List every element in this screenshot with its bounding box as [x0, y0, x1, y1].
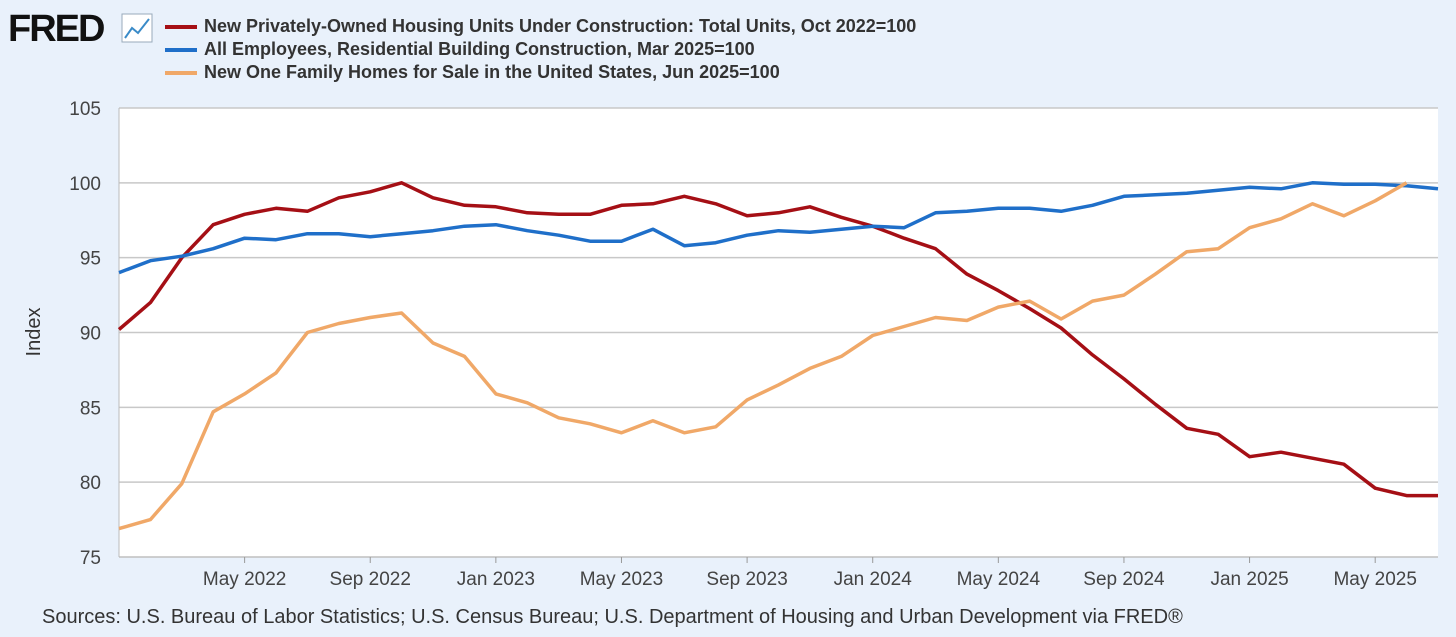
- y-tick-label: 100: [69, 174, 101, 195]
- y-tick-label: 80: [80, 473, 101, 494]
- y-tick-label: 85: [80, 398, 101, 419]
- legend-label: All Employees, Residential Building Cons…: [204, 39, 755, 59]
- x-tick-label: Jan 2025: [1210, 569, 1288, 590]
- legend-label: New Privately-Owned Housing Units Under …: [204, 16, 916, 36]
- logo: FRED: [8, 8, 104, 50]
- legend-label: New One Family Homes for Sale in the Uni…: [204, 62, 780, 82]
- x-tick-label: Jan 2023: [457, 569, 535, 590]
- y-tick-label: 75: [80, 548, 101, 569]
- y-tick-label: 105: [69, 99, 101, 120]
- x-tick-label: Jan 2024: [834, 569, 913, 590]
- y-tick-label: 90: [80, 324, 101, 345]
- x-tick-label: May 2024: [957, 569, 1041, 590]
- x-tick-label: Sep 2024: [1083, 569, 1165, 590]
- series-line: [118, 181, 1408, 531]
- x-tick-label: Sep 2022: [330, 569, 411, 590]
- x-tick-label: May 2025: [1333, 569, 1416, 590]
- x-tick-label: Sep 2023: [706, 569, 787, 590]
- x-tick-label: May 2023: [580, 569, 663, 590]
- logo-icon-line: [124, 18, 150, 39]
- sources: Sources: U.S. Bureau of Labor Statistics…: [42, 606, 1183, 628]
- series-line: [118, 181, 1439, 275]
- logo-icon: [121, 13, 153, 43]
- y-tick-label: 95: [80, 249, 101, 270]
- y-axis-label: Index: [23, 308, 45, 357]
- x-tick-label: May 2022: [203, 569, 286, 590]
- series-line: [117, 181, 1438, 498]
